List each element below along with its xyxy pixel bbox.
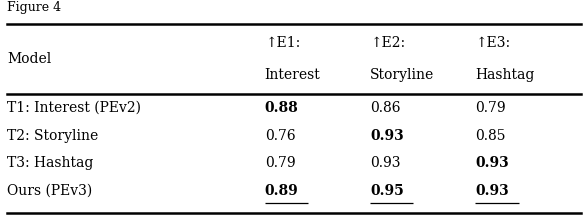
Text: 0.88: 0.88 — [265, 101, 299, 115]
Text: 0.79: 0.79 — [476, 101, 506, 115]
Text: T3: Hashtag: T3: Hashtag — [7, 156, 93, 170]
Text: T1: Interest (PEv2): T1: Interest (PEv2) — [7, 101, 141, 115]
Text: ↑E2:: ↑E2: — [370, 36, 405, 50]
Text: T2: Storyline: T2: Storyline — [7, 128, 99, 143]
Text: Ours (PEv3): Ours (PEv3) — [7, 184, 92, 198]
Text: 0.95: 0.95 — [370, 184, 404, 198]
Text: 0.85: 0.85 — [476, 128, 506, 143]
Text: 0.79: 0.79 — [265, 156, 295, 170]
Text: ↑E1:: ↑E1: — [265, 36, 300, 50]
Text: Hashtag: Hashtag — [476, 68, 535, 82]
Text: Interest: Interest — [265, 68, 320, 82]
Text: Model: Model — [7, 52, 52, 66]
Text: Storyline: Storyline — [370, 68, 435, 82]
Text: 0.93: 0.93 — [370, 128, 404, 143]
Text: ↑E3:: ↑E3: — [476, 36, 510, 50]
Text: 0.86: 0.86 — [370, 101, 400, 115]
Text: 0.93: 0.93 — [370, 156, 400, 170]
Text: 0.76: 0.76 — [265, 128, 295, 143]
Text: 0.93: 0.93 — [476, 184, 509, 198]
Text: Figure 4: Figure 4 — [7, 1, 61, 14]
Text: 0.93: 0.93 — [476, 156, 509, 170]
Text: 0.89: 0.89 — [265, 184, 299, 198]
